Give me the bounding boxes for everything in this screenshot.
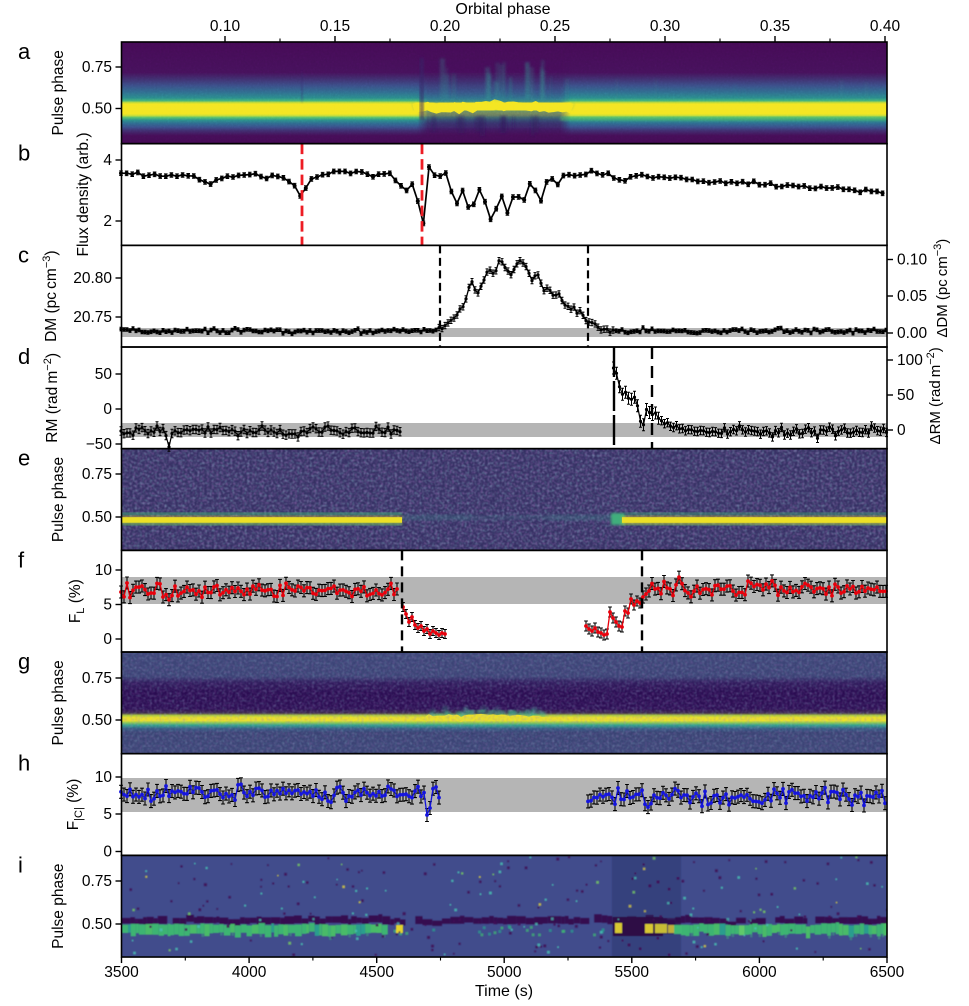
svg-text:6500: 6500 [870,964,905,981]
svg-text:3500: 3500 [104,964,139,981]
svg-text:0.20: 0.20 [430,18,461,35]
svg-text:0.75: 0.75 [82,670,112,687]
svg-text:0.50: 0.50 [82,509,113,526]
svg-text:Pulse phase: Pulse phase [50,457,67,542]
svg-text:c: c [18,242,29,267]
svg-text:5000: 5000 [487,964,522,981]
svg-text:100: 100 [897,352,923,369]
svg-text:0: 0 [103,631,112,648]
svg-text:Pulse phase: Pulse phase [50,864,67,949]
svg-text:0.10: 0.10 [897,252,928,269]
svg-text:20.75: 20.75 [73,309,112,326]
svg-text:6000: 6000 [742,964,777,981]
svg-text:0.00: 0.00 [897,325,928,342]
svg-text:10: 10 [95,562,113,579]
svg-text:ΔDM (pc cm−3): ΔDM (pc cm−3) [932,239,951,338]
svg-text:0: 0 [897,422,906,439]
svg-text:d: d [18,344,30,369]
svg-text:0: 0 [103,844,112,861]
svg-text:50: 50 [897,387,915,404]
svg-text:0.75: 0.75 [82,59,112,76]
svg-text:0.75: 0.75 [82,873,112,890]
svg-text:f: f [18,547,25,572]
svg-text:0.35: 0.35 [760,18,790,35]
svg-text:0.40: 0.40 [870,18,901,35]
svg-text:0.30: 0.30 [650,18,681,35]
svg-text:20.80: 20.80 [73,270,112,287]
svg-text:e: e [18,446,30,471]
svg-text:5: 5 [103,806,112,823]
svg-text:0.05: 0.05 [897,288,927,305]
svg-text:4500: 4500 [359,964,394,981]
svg-text:a: a [18,39,31,64]
svg-text:5500: 5500 [615,964,650,981]
svg-text:50: 50 [95,366,113,383]
svg-text:10: 10 [95,769,113,786]
svg-text:ΔRM (rad m−2): ΔRM (rad m−2) [925,347,944,444]
svg-text:−50: −50 [86,436,113,453]
svg-text:RM (rad m−2): RM (rad m−2) [42,353,61,443]
svg-text:Flux density (arb.): Flux density (arb.) [75,132,92,256]
svg-text:Pulse phase: Pulse phase [50,50,67,135]
svg-text:2: 2 [103,213,112,230]
svg-text:0.50: 0.50 [82,916,113,933]
svg-text:0.25: 0.25 [540,18,570,35]
svg-text:0: 0 [103,401,112,418]
svg-text:i: i [18,852,23,877]
svg-text:DM (pc cm−3): DM (pc cm−3) [41,250,60,341]
svg-text:4000: 4000 [232,964,267,981]
svg-text:g: g [18,649,30,674]
svg-text:b: b [18,141,30,166]
svg-text:Pulse phase: Pulse phase [50,660,67,745]
svg-text:Time (s): Time (s) [475,983,533,1000]
svg-text:4: 4 [103,152,112,169]
svg-text:0.75: 0.75 [82,466,112,483]
svg-text:Orbital phase: Orbital phase [455,1,550,18]
svg-text:0.50: 0.50 [82,712,113,729]
svg-text:5: 5 [103,597,112,614]
svg-text:h: h [18,751,30,776]
svg-text:0.50: 0.50 [82,101,113,118]
svg-text:0.10: 0.10 [210,18,241,35]
svg-text:F|C| (%): F|C| (%) [65,779,85,831]
svg-text:0.15: 0.15 [320,18,350,35]
